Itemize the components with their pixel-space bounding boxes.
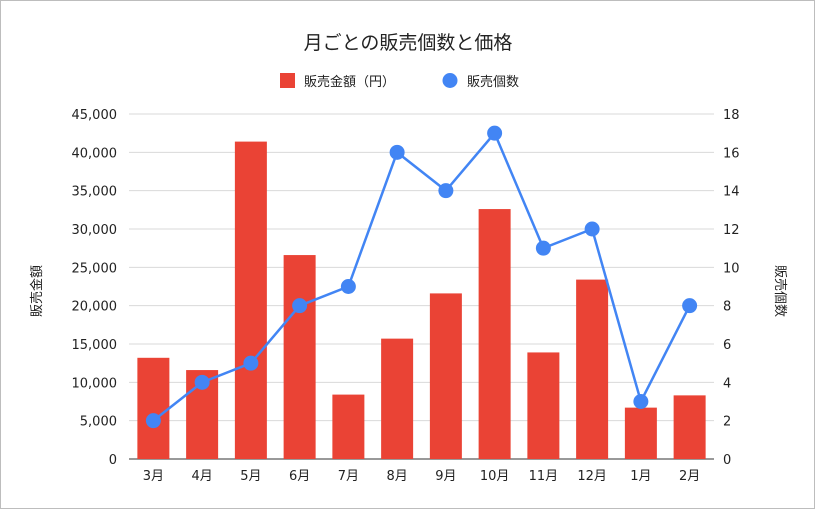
- right-tick-label: 16: [723, 146, 740, 161]
- line-series: [145, 125, 698, 429]
- left-tick-label: 20,000: [72, 300, 118, 315]
- chart-title: 月ごとの販売個数と価格: [304, 32, 513, 54]
- left-tick-label: 15,000: [72, 338, 118, 353]
- right-tick-label: 6: [723, 338, 731, 353]
- gridlines: [129, 113, 714, 460]
- x-axis-ticks: 3月 4月 5月 6月 7月 8月 9月 10月 11月 12月 1月 2月: [143, 469, 701, 484]
- right-tick-label: 4: [723, 376, 731, 391]
- line-point: [633, 394, 649, 409]
- legend-label-amount: 販売金額（円）: [304, 74, 395, 90]
- right-tick-label: 10: [723, 261, 740, 276]
- bar: [478, 209, 511, 459]
- left-tick-label: 35,000: [72, 185, 118, 200]
- x-tick-label: 3月: [143, 469, 164, 484]
- bar: [381, 338, 414, 459]
- bar: [624, 407, 657, 459]
- right-tick-label: 8: [723, 300, 731, 315]
- line-point: [194, 374, 210, 390]
- left-axis-ticks: 0 5,000 10,000 15,000 20,000 25,000 30,000 35,0…: [72, 108, 118, 468]
- line-point: [389, 144, 405, 160]
- right-axis-ticks: 0 2 4 6 8 10 12 14 16 18: [723, 108, 740, 468]
- left-axis-title: 販売金額: [29, 265, 45, 317]
- left-tick-label: 45,000: [72, 108, 118, 123]
- left-tick-label: 10,000: [72, 376, 118, 391]
- bar: [332, 394, 365, 459]
- line-point: [340, 279, 356, 294]
- line-point: [487, 125, 503, 141]
- bar-series: [137, 141, 706, 459]
- left-tick-label: 25,000: [72, 261, 118, 276]
- x-tick-label: 5月: [240, 469, 261, 484]
- line-point: [682, 298, 698, 314]
- line-point: [243, 355, 259, 371]
- right-axis-title: 販売個数: [772, 265, 788, 317]
- right-tick-label: 12: [723, 223, 740, 238]
- line-point: [292, 298, 308, 314]
- bar: [283, 255, 316, 459]
- bar: [673, 395, 706, 459]
- bar: [576, 279, 609, 459]
- bar: [137, 357, 170, 459]
- x-tick-label: 1月: [630, 469, 651, 484]
- bar: [234, 141, 267, 459]
- x-tick-label: 2月: [679, 469, 700, 484]
- right-tick-label: 0: [723, 453, 731, 468]
- legend: 販売金額（円） 販売個数: [280, 73, 519, 90]
- bar: [429, 293, 462, 459]
- line-point: [145, 413, 161, 429]
- x-tick-label: 6月: [289, 469, 310, 484]
- x-tick-label: 4月: [191, 469, 212, 484]
- x-tick-label: 11月: [529, 469, 559, 484]
- line-path: [152, 130, 691, 422]
- bar: [527, 352, 560, 459]
- x-tick-label: 8月: [386, 469, 407, 484]
- left-tick-label: 40,000: [72, 146, 118, 161]
- legend-label-count: 販売個数: [467, 74, 519, 90]
- line-point: [438, 183, 454, 199]
- x-tick-label: 7月: [338, 469, 359, 484]
- line-point: [584, 221, 600, 237]
- right-tick-label: 18: [723, 108, 740, 123]
- x-tick-label: 9月: [435, 469, 456, 484]
- left-tick-label: 5,000: [80, 415, 117, 430]
- right-tick-label: 14: [723, 185, 740, 200]
- legend-marker-count: [442, 73, 458, 88]
- left-tick-label: 0: [109, 453, 117, 468]
- x-tick-label: 12月: [577, 469, 607, 484]
- line-point: [535, 240, 551, 256]
- x-tick-label: 10月: [480, 469, 510, 484]
- right-tick-label: 2: [723, 415, 731, 430]
- legend-swatch-amount: [280, 73, 295, 88]
- left-tick-label: 30,000: [72, 223, 118, 238]
